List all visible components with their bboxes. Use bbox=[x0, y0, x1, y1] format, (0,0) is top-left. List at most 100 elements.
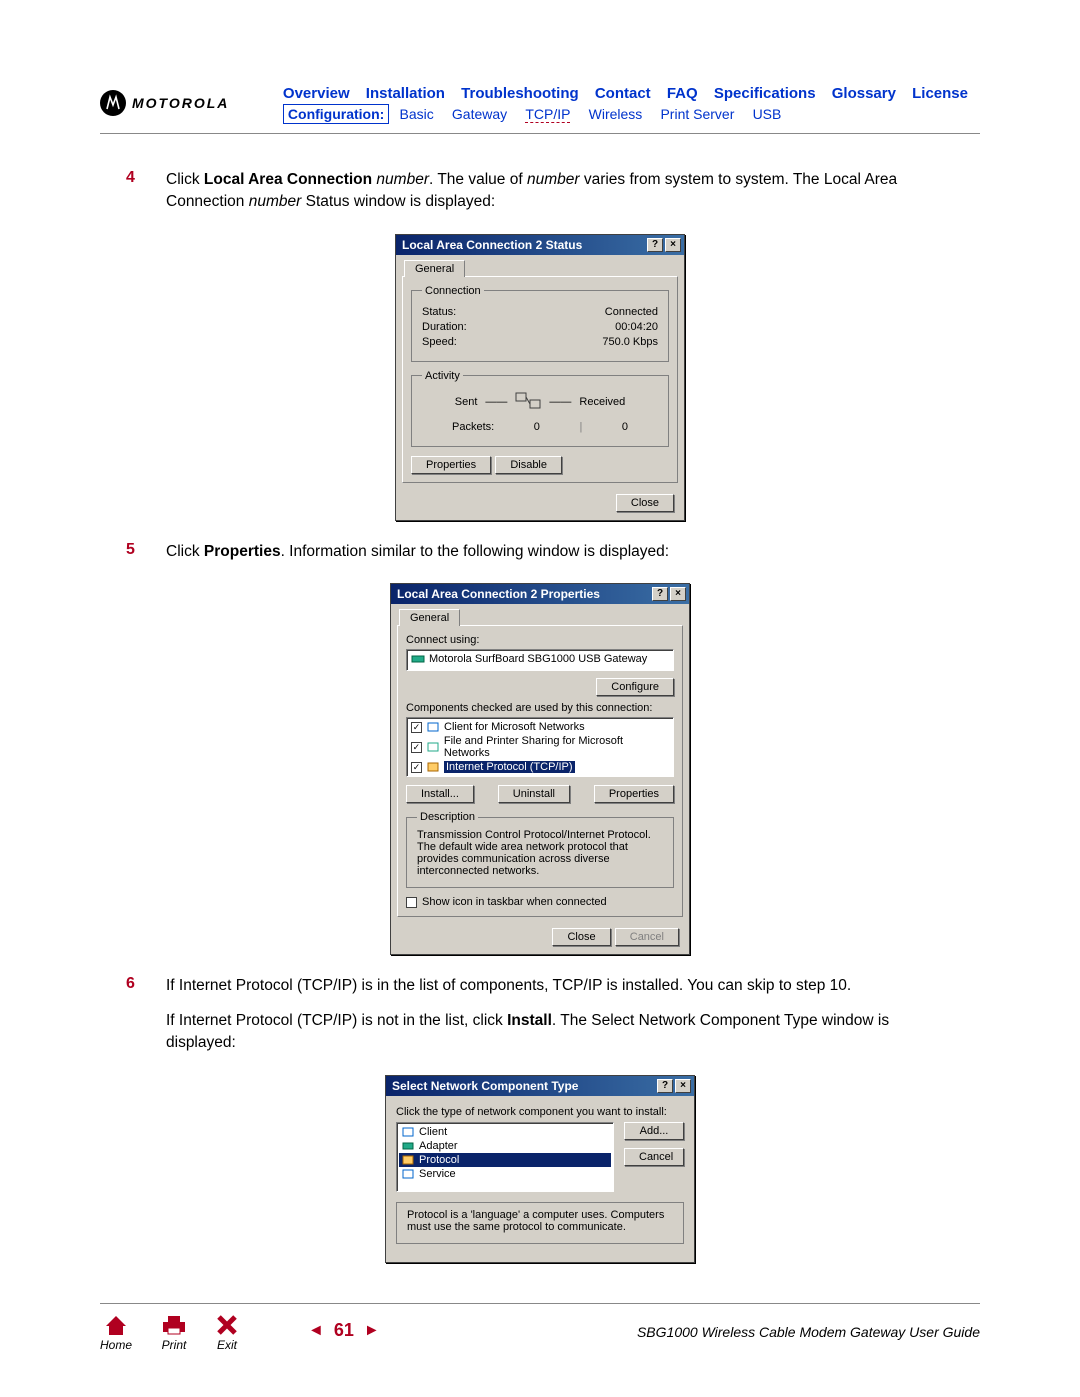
exit-button[interactable]: Exit bbox=[216, 1314, 238, 1352]
properties-dialog: Local Area Connection 2 Properties ? × G… bbox=[390, 583, 690, 955]
help-icon[interactable]: ? bbox=[647, 238, 663, 252]
step-6-number: 6 bbox=[126, 975, 144, 1066]
nav-installation[interactable]: Installation bbox=[366, 85, 445, 102]
component-client[interactable]: ✓Client for Microsoft Networks bbox=[409, 720, 671, 734]
fileshare-icon bbox=[426, 741, 440, 753]
duration-value: 00:04:20 bbox=[615, 321, 658, 333]
comp-protocol[interactable]: Protocol bbox=[399, 1153, 611, 1167]
sent-label: Sent bbox=[455, 396, 478, 408]
nav-gateway[interactable]: Gateway bbox=[452, 106, 507, 122]
logo-text: MOTOROLA bbox=[132, 95, 229, 111]
nav-glossary[interactable]: Glossary bbox=[832, 85, 896, 102]
home-button[interactable]: Home bbox=[100, 1314, 132, 1352]
step-6-text-2: If Internet Protocol (TCP/IP) is not in … bbox=[166, 1010, 954, 1055]
activity-legend: Activity bbox=[422, 370, 463, 382]
guide-title: SBG1000 Wireless Cable Modem Gateway Use… bbox=[637, 1324, 980, 1340]
step-4: 4 Click Local Area Connection number. Th… bbox=[126, 169, 954, 226]
received-label: Received bbox=[579, 396, 625, 408]
show-icon-label: Show icon in taskbar when connected bbox=[422, 896, 607, 908]
status-tab-general[interactable]: General bbox=[404, 260, 465, 277]
protocol-icon bbox=[401, 1154, 415, 1166]
select-instruction: Click the type of network component you … bbox=[396, 1106, 684, 1118]
nav-faq[interactable]: FAQ bbox=[667, 85, 698, 102]
logo: MOTOROLA bbox=[100, 90, 229, 116]
prev-page-button[interactable]: ◄ bbox=[308, 1322, 324, 1340]
close-button[interactable]: Close bbox=[616, 494, 674, 512]
print-icon bbox=[160, 1314, 188, 1336]
nav-license[interactable]: License bbox=[912, 85, 968, 102]
show-icon-checkbox[interactable] bbox=[406, 897, 417, 908]
step-4-text: Click Local Area Connection number. The … bbox=[166, 169, 954, 214]
step-6-text-1: If Internet Protocol (TCP/IP) is in the … bbox=[166, 975, 954, 997]
speed-value: 750.0 Kbps bbox=[602, 336, 658, 348]
computers-icon bbox=[515, 392, 541, 413]
adapter-item: Motorola SurfBoard SBG1000 USB Gateway bbox=[409, 652, 671, 666]
nav-troubleshooting[interactable]: Troubleshooting bbox=[461, 85, 579, 102]
select-component-dialog: Select Network Component Type ? × Click … bbox=[385, 1075, 695, 1263]
header-divider bbox=[100, 133, 980, 134]
next-page-button[interactable]: ► bbox=[364, 1322, 380, 1340]
exit-icon bbox=[216, 1314, 238, 1336]
props-close-button[interactable]: Close bbox=[552, 928, 610, 946]
packets-label: Packets: bbox=[452, 421, 494, 433]
components-label: Components checked are used by this conn… bbox=[406, 702, 674, 714]
nav-basic[interactable]: Basic bbox=[400, 106, 434, 122]
logo-mark bbox=[100, 90, 126, 116]
properties-button[interactable]: Properties bbox=[411, 456, 491, 474]
close-icon[interactable]: × bbox=[665, 238, 681, 252]
received-value: 0 bbox=[622, 421, 628, 433]
print-button[interactable]: Print bbox=[160, 1314, 188, 1352]
step-4-number: 4 bbox=[126, 169, 144, 226]
nav-contact[interactable]: Contact bbox=[595, 85, 651, 102]
nav-usb[interactable]: USB bbox=[753, 106, 782, 122]
component-tcpip[interactable]: ✓Internet Protocol (TCP/IP) bbox=[409, 760, 671, 774]
service-icon bbox=[401, 1168, 415, 1180]
status-label: Status: bbox=[422, 306, 456, 318]
nav-overview[interactable]: Overview bbox=[283, 85, 350, 102]
props-properties-button[interactable]: Properties bbox=[594, 785, 674, 803]
sent-value: 0 bbox=[534, 421, 540, 433]
step-5-number: 5 bbox=[126, 541, 144, 575]
adapter-icon bbox=[401, 1140, 415, 1152]
properties-dialog-title: Local Area Connection 2 Properties bbox=[397, 587, 600, 601]
home-icon bbox=[103, 1314, 129, 1336]
nav-printserver[interactable]: Print Server bbox=[660, 106, 734, 122]
page-number: 61 bbox=[334, 1320, 354, 1341]
connect-using-label: Connect using: bbox=[406, 634, 674, 646]
select-cancel-button[interactable]: Cancel bbox=[624, 1148, 684, 1166]
help-icon[interactable]: ? bbox=[652, 587, 668, 601]
add-button[interactable]: Add... bbox=[624, 1122, 684, 1140]
props-tab-general[interactable]: General bbox=[399, 609, 460, 626]
install-button[interactable]: Install... bbox=[406, 785, 474, 803]
props-cancel-button[interactable]: Cancel bbox=[615, 928, 679, 946]
nav-wireless[interactable]: Wireless bbox=[589, 106, 643, 122]
help-icon[interactable]: ? bbox=[657, 1079, 673, 1093]
select-description: Protocol is a 'language' a computer uses… bbox=[407, 1209, 673, 1233]
comp-adapter[interactable]: Adapter bbox=[399, 1139, 611, 1153]
nav-bottom: Configuration: Basic Gateway TCP/IP Wire… bbox=[283, 106, 980, 123]
description-text: Transmission Control Protocol/Internet P… bbox=[417, 829, 663, 877]
close-icon[interactable]: × bbox=[670, 587, 686, 601]
duration-label: Duration: bbox=[422, 321, 467, 333]
step-6: 6 If Internet Protocol (TCP/IP) is in th… bbox=[126, 975, 954, 1066]
connection-legend: Connection bbox=[422, 285, 484, 297]
step-5-text: Click Properties. Information similar to… bbox=[166, 541, 669, 563]
comp-client[interactable]: Client bbox=[399, 1125, 611, 1139]
adapter-icon bbox=[411, 653, 425, 665]
configure-button[interactable]: Configure bbox=[596, 678, 674, 696]
select-dialog-title: Select Network Component Type bbox=[392, 1079, 578, 1093]
uninstall-button[interactable]: Uninstall bbox=[498, 785, 570, 803]
component-fileshare[interactable]: ✓File and Printer Sharing for Microsoft … bbox=[409, 734, 671, 760]
nav-specifications[interactable]: Specifications bbox=[714, 85, 816, 102]
description-legend: Description bbox=[417, 811, 478, 823]
step-5: 5 Click Properties. Information similar … bbox=[126, 541, 954, 575]
client-icon bbox=[401, 1126, 415, 1138]
disable-button[interactable]: Disable bbox=[495, 456, 562, 474]
nav-tcpip[interactable]: TCP/IP bbox=[525, 106, 570, 123]
nav-config-label: Configuration: bbox=[283, 104, 389, 124]
client-icon bbox=[426, 721, 440, 733]
nav-top: Overview Installation Troubleshooting Co… bbox=[283, 85, 980, 102]
close-icon[interactable]: × bbox=[675, 1079, 691, 1093]
status-dialog-title: Local Area Connection 2 Status bbox=[402, 238, 582, 252]
comp-service[interactable]: Service bbox=[399, 1167, 611, 1181]
